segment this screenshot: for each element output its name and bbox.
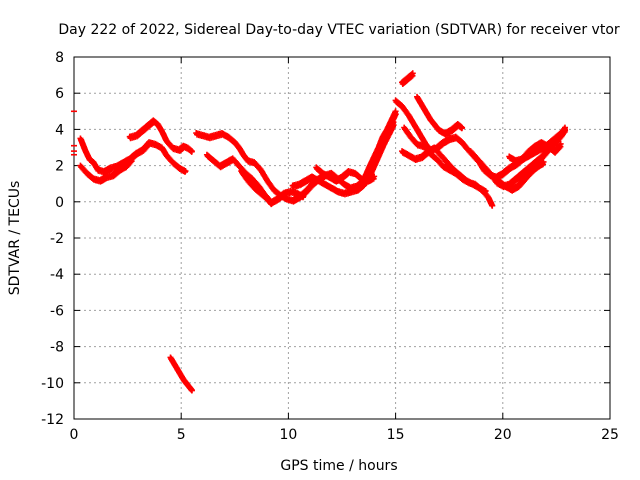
chart-title: Day 222 of 2022, Sidereal Day-to-day VTE… <box>58 22 620 38</box>
y-tick-label: 6 <box>55 86 64 102</box>
data-point-arc-2 <box>128 155 135 162</box>
y-tick-label: -12 <box>41 412 64 428</box>
y-tick-label: 4 <box>55 122 64 138</box>
y-tick-label: -2 <box>50 231 64 247</box>
data-point-arc-13 <box>459 124 466 131</box>
data-point-arc-17 <box>540 158 547 165</box>
y-tick-label: -4 <box>50 267 64 283</box>
grid-lines <box>74 57 610 419</box>
y-tick-label: 8 <box>55 50 64 66</box>
data-point-arc-15 <box>561 124 568 131</box>
data-point-arc-6 <box>300 193 307 200</box>
x-tick-label: 5 <box>177 427 186 443</box>
data-points <box>71 70 569 394</box>
x-tick-label: 25 <box>601 427 619 443</box>
data-point-arc-8 <box>390 119 397 126</box>
axis-ticks: 0 5 10 15 20 25 -12 -10 -8 -6 -4 -2 0 2 4 6 8 <box>41 50 619 443</box>
y-axis-label: SDTVAR / TECUs <box>7 181 23 296</box>
y-tick-label: 2 <box>55 159 64 175</box>
data-point-arc-14 <box>482 187 489 194</box>
data-point-arc-10 <box>409 70 416 77</box>
data-point-arc-9 <box>371 173 378 180</box>
data-point-arc-12 <box>489 202 496 209</box>
x-axis-label: GPS time / hours <box>280 458 397 474</box>
data-point-arc-1 <box>182 168 189 175</box>
y-tick-label: -10 <box>41 376 64 392</box>
data-point-arc-3 <box>188 148 195 155</box>
y-tick-label: 0 <box>55 195 64 211</box>
data-point-arc-16 <box>557 140 564 147</box>
x-tick-label: 15 <box>387 427 405 443</box>
data-point-arc-7 <box>268 200 275 207</box>
data-point-arc-4 <box>188 387 195 394</box>
x-tick-label: 0 <box>70 427 79 443</box>
x-tick-label: 10 <box>279 427 297 443</box>
data-point-arc-5 <box>392 108 399 115</box>
y-tick-label: -8 <box>50 340 64 356</box>
y-tick-label: -6 <box>50 303 64 319</box>
x-tick-label: 20 <box>494 427 512 443</box>
